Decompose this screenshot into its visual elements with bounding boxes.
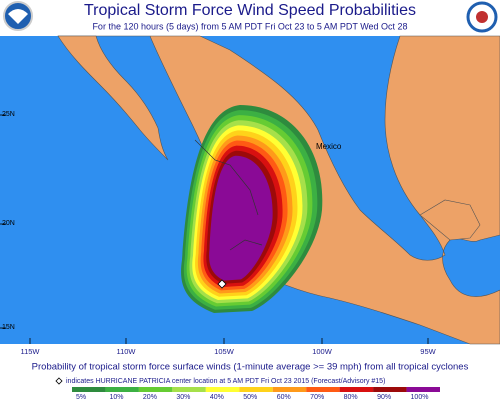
scale-swatch [339, 387, 374, 392]
scale-label: 100% [411, 394, 429, 400]
caption: Probability of tropical storm force surf… [32, 362, 469, 373]
scale-label: 90% [377, 394, 391, 400]
scale-label: 70% [310, 394, 324, 400]
color-scale: 5% 10% 20% 30% 40% 50% 60% 70% 80% 90% 100% [72, 387, 440, 401]
scale-label: 50% [243, 394, 257, 400]
scale-label: 5% [76, 394, 86, 400]
lon-label: 100W [312, 347, 333, 356]
subtitle: For the 120 hours (5 days) from 5 AM PDT… [92, 21, 407, 31]
lat-label: 20N [2, 220, 15, 227]
scale-label: 80% [344, 394, 358, 400]
storm-center-marker [217, 279, 227, 289]
scale-label: 40% [210, 394, 224, 400]
scale-swatch [105, 387, 139, 392]
place-label: Mexico [316, 142, 342, 151]
scale-label: 10% [109, 394, 123, 400]
state-border [194, 139, 259, 216]
title: Tropical Storm Force Wind Speed Probabil… [84, 2, 416, 19]
scale-swatch [373, 387, 407, 392]
yucatan [419, 199, 481, 241]
scale-swatch [406, 387, 440, 392]
probability-areas [181, 105, 323, 313]
scale-label: 30% [176, 394, 190, 400]
nws-logo [466, 1, 498, 33]
lon-label: 105W [214, 347, 235, 356]
lat-label: 25N [2, 111, 15, 118]
note: indicates HURRICANE PATRICIA center loca… [66, 378, 385, 385]
lon-label: 110W [116, 347, 136, 356]
note-marker [55, 377, 63, 385]
scale-swatch [205, 387, 240, 392]
probability-area [209, 155, 273, 281]
borders [194, 139, 263, 251]
scale-swatch [272, 387, 307, 392]
scale-swatch [306, 387, 340, 392]
scale-label: 20% [143, 394, 157, 400]
logo-bird [8, 9, 28, 24]
scale-label: 60% [277, 394, 291, 400]
lat-label: 15N [2, 324, 15, 331]
state-border [229, 239, 263, 251]
noaa-logo [3, 1, 33, 31]
scale-swatch [239, 387, 273, 392]
scale-swatch [72, 387, 106, 392]
scale-swatch [138, 387, 173, 392]
lon-label: 115W [20, 347, 40, 356]
lon-label: 95W [420, 347, 436, 356]
scale-swatch [172, 387, 206, 392]
logo-center [476, 11, 488, 23]
baja-peninsula [57, 35, 169, 161]
